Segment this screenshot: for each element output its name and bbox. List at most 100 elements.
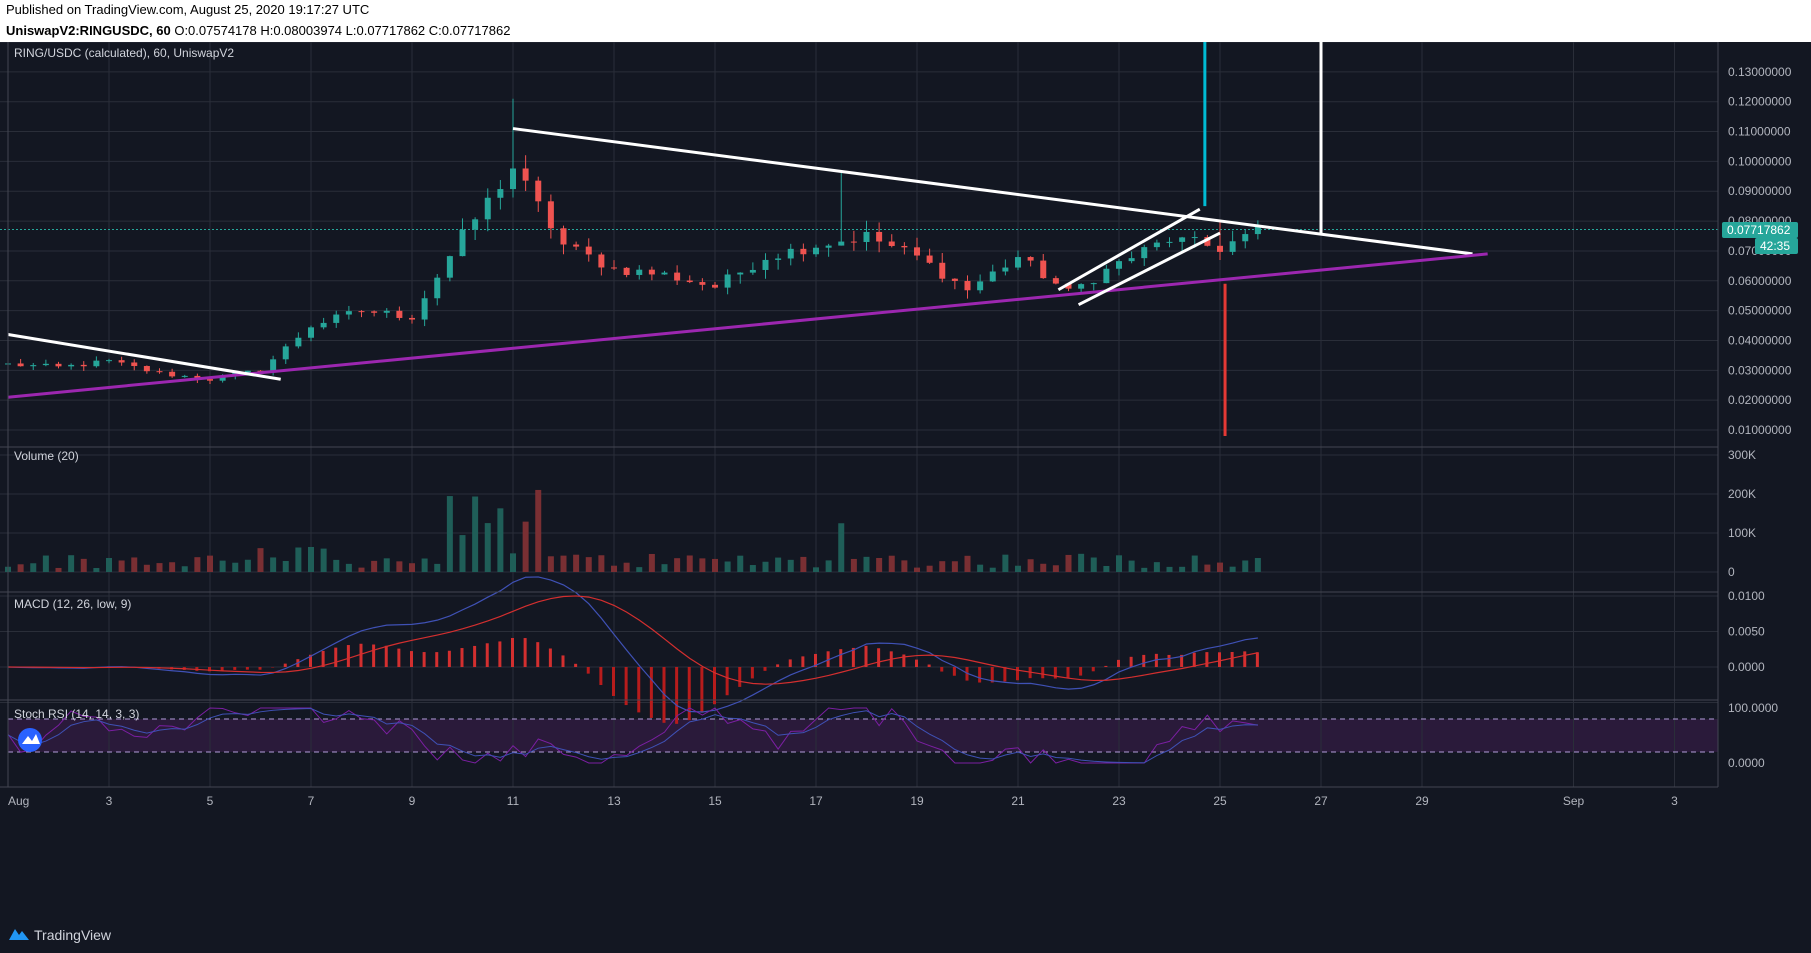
candle-body xyxy=(1217,245,1223,252)
volume-bar xyxy=(535,489,542,572)
candle-body xyxy=(30,365,37,367)
candle-body xyxy=(623,267,630,275)
volume-bar xyxy=(232,562,239,572)
candle-body xyxy=(421,298,428,320)
footer-bar: TradingView xyxy=(0,918,1811,953)
macd-histogram-bar xyxy=(561,655,565,667)
macd-histogram-bar xyxy=(1129,656,1133,667)
macd-histogram-bar xyxy=(435,652,439,667)
volume-bar xyxy=(522,521,529,572)
macd-histogram-bar xyxy=(1192,652,1196,667)
candle-body xyxy=(1002,267,1009,272)
volume-bar xyxy=(661,564,668,572)
last-price-label: 0.07717862 xyxy=(1727,223,1791,237)
candle-body xyxy=(371,311,378,313)
macd-histogram-bar xyxy=(447,650,451,667)
candle-body xyxy=(484,197,491,220)
volume-bar xyxy=(1204,564,1211,572)
candle-body xyxy=(181,375,188,377)
volume-bar xyxy=(1141,567,1148,572)
volume-bar xyxy=(800,556,807,572)
candle-body xyxy=(131,362,138,367)
stoch-pane-title: Stoch RSI (14, 14, 3, 3) xyxy=(14,707,139,721)
candle-body xyxy=(17,363,24,367)
volume-bar xyxy=(244,559,251,572)
volume-bar xyxy=(585,557,592,572)
candle-body xyxy=(914,247,920,256)
volume-bar xyxy=(787,559,794,572)
volume-bar xyxy=(308,546,314,572)
time-tick-label: 17 xyxy=(809,794,823,808)
price-tick-label: 0.03000000 xyxy=(1728,363,1792,377)
macd-histogram-bar xyxy=(725,667,729,696)
time-tick-label: 13 xyxy=(607,794,621,808)
macd-histogram-bar xyxy=(1041,667,1045,679)
macd-histogram-bar xyxy=(536,642,540,667)
chart-svg[interactable]: 0.01000000 0.02000000 0.03000000 0.04000000… xyxy=(0,41,1811,918)
volume-bar xyxy=(257,548,264,572)
tradingview-brand: TradingView xyxy=(34,927,112,943)
candle-body xyxy=(813,247,819,255)
macd-histogram-bar xyxy=(612,667,615,696)
volume-bar xyxy=(1242,560,1249,572)
candle-body xyxy=(800,248,807,255)
macd-histogram-bar xyxy=(826,651,830,667)
volume-bar xyxy=(421,558,428,572)
volume-bar xyxy=(282,560,289,572)
macd-histogram-bar xyxy=(422,652,426,667)
candle-body xyxy=(648,269,655,275)
candle-body xyxy=(686,280,693,283)
volume-bar xyxy=(888,555,895,572)
countdown-label: 42:35 xyxy=(1760,239,1790,253)
candle-body xyxy=(1254,225,1261,235)
chart-area[interactable]: 0.01000000 0.02000000 0.03000000 0.04000000… xyxy=(0,41,1811,918)
candle-body xyxy=(787,248,794,259)
trend-drawings[interactable] xyxy=(7,42,1488,436)
macd-histogram-bar xyxy=(498,641,502,667)
candle-body xyxy=(320,322,327,328)
volume-bar xyxy=(459,535,466,572)
candle-body xyxy=(573,244,580,247)
macd-histogram-bar xyxy=(220,667,224,671)
candle-body xyxy=(951,278,958,281)
candle-body xyxy=(358,311,365,313)
macd-histogram-bar xyxy=(1053,667,1057,679)
volume-bar xyxy=(712,558,718,572)
candle-body xyxy=(964,280,971,291)
volume-bar xyxy=(55,567,62,572)
macd-tick-label: 0.0050 xyxy=(1728,625,1765,639)
last-price-badge: 0.07717862 xyxy=(1722,222,1798,238)
volume-bar xyxy=(472,496,479,572)
volume-bar xyxy=(939,561,946,572)
macd-histogram-bar xyxy=(738,667,742,687)
volume-bar xyxy=(1065,554,1072,572)
macd-histogram-bar xyxy=(384,645,388,667)
volume-bar xyxy=(1128,560,1135,572)
volume-bar xyxy=(156,563,163,572)
channel-lower-line xyxy=(1077,231,1221,307)
candle-body xyxy=(598,254,605,268)
candle-body xyxy=(156,371,163,373)
macd-histogram-bar xyxy=(574,663,578,667)
volume-bar xyxy=(636,567,643,572)
candle-body xyxy=(560,228,567,245)
volume-bar xyxy=(686,555,693,572)
stoch-rsi-series xyxy=(7,707,1258,764)
volume-bar xyxy=(737,555,744,572)
macd-histogram-bar xyxy=(902,654,906,667)
macd-histogram-bar xyxy=(397,648,401,667)
macd-histogram-bar xyxy=(1142,654,1146,667)
tradingview-logo-icon xyxy=(9,929,29,940)
time-tick-label: 25 xyxy=(1213,794,1227,808)
candle-body xyxy=(1103,268,1110,284)
volume-bar xyxy=(409,563,415,572)
volume-bar xyxy=(207,555,213,572)
stoch-d-line xyxy=(7,707,1258,764)
candle-body xyxy=(207,379,213,381)
macd-histogram-bar xyxy=(523,638,527,667)
ascending-support-line xyxy=(7,252,1488,399)
macd-histogram-bar xyxy=(1218,652,1221,667)
candle-body xyxy=(1242,234,1249,242)
macd-histogram-bar xyxy=(1230,652,1234,667)
time-tick-label: 3 xyxy=(1671,794,1678,808)
